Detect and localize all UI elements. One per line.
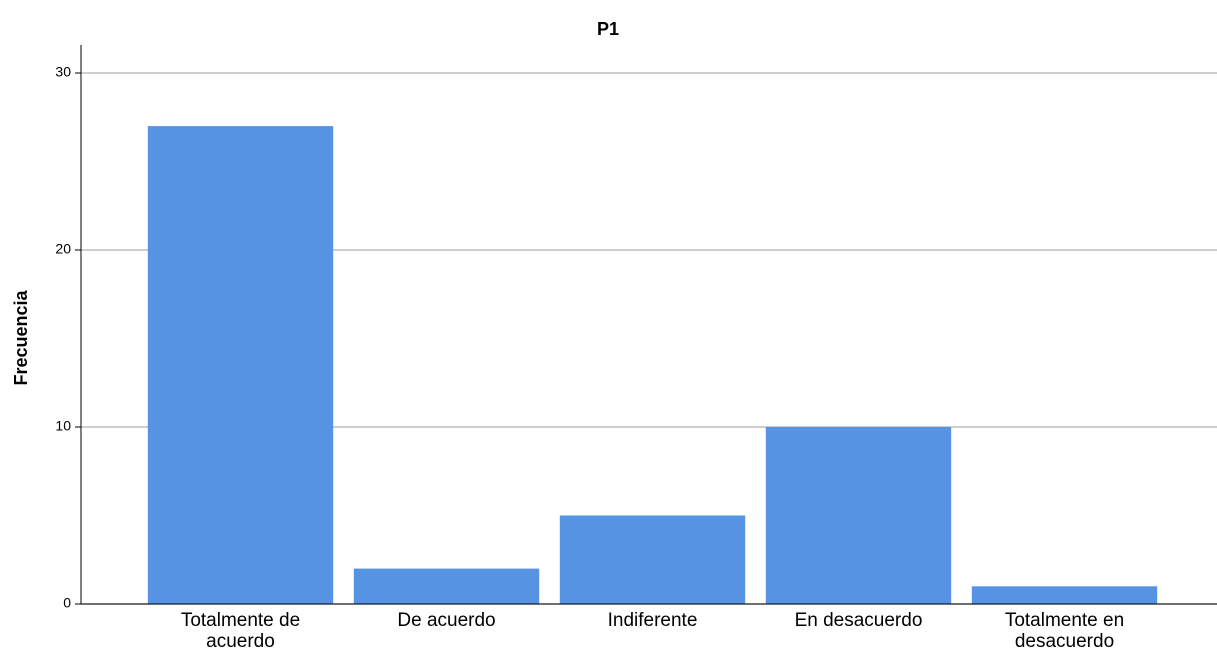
- x-tick-label-box: De acuerdo: [397, 610, 496, 631]
- bar: [765, 427, 952, 604]
- x-tick-label: En desacuerdo: [794, 610, 923, 631]
- bar: [971, 586, 1158, 604]
- x-tick-label: De acuerdo: [397, 610, 496, 631]
- bar: [353, 568, 540, 604]
- x-tick-label-box: Totalmente de acuerdo: [180, 610, 301, 652]
- bar: [147, 126, 334, 604]
- x-tick-label-box: Indiferente: [607, 610, 698, 631]
- x-tick-label-box: Totalmente en desacuerdo: [1004, 610, 1125, 652]
- y-tick-label: 10: [55, 418, 71, 434]
- bar: [559, 515, 746, 604]
- y-tick-label: 0: [63, 595, 71, 611]
- y-tick-label: 20: [55, 241, 71, 257]
- y-axis-label: Frecuencia: [11, 289, 31, 385]
- x-tick-label: Indiferente: [607, 610, 698, 631]
- x-tick-label: Totalmente en desacuerdo: [1004, 610, 1125, 652]
- chart-title: P1: [597, 19, 619, 39]
- x-tick-label-box: En desacuerdo: [794, 610, 923, 631]
- x-tick-label: Totalmente de acuerdo: [180, 610, 301, 652]
- y-tick-label: 30: [55, 64, 71, 80]
